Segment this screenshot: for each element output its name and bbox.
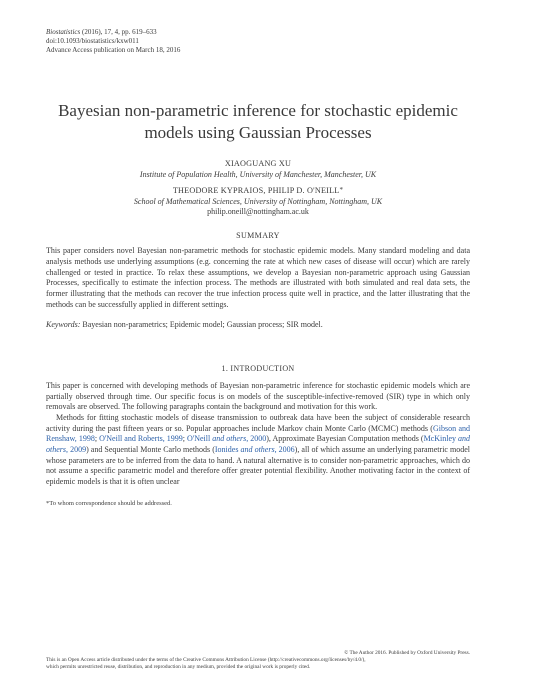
doi-line: doi:10.1093/biostatistics/kxw011	[46, 37, 470, 46]
section-1-body: This paper is concerned with developing …	[46, 381, 470, 487]
ref-link-3[interactable]: O'Neill and others, 2000	[187, 434, 266, 443]
author-aff-2: School of Mathematical Sciences, Univers…	[46, 197, 470, 206]
author-block-1: XIAOGUANG XU Institute of Population Hea…	[46, 159, 470, 179]
section-heading-1: 1. INTRODUCTION	[46, 364, 470, 373]
author-block-2: THEODORE KYPRAIOS, PHILIP D. O'NEILL* Sc…	[46, 186, 470, 216]
copyright-block: © The Author 2016. Published by Oxford U…	[46, 650, 470, 671]
keywords-label: Keywords:	[46, 320, 80, 329]
download-side-text: Downloaded from https://academic.oup.com…	[524, 0, 530, 22]
para-1: This paper is concerned with developing …	[46, 381, 470, 413]
advance-line: Advance Access publication on March 18, …	[46, 46, 470, 55]
author-name-1: XIAOGUANG XU	[46, 159, 470, 168]
author-aff-1: Institute of Population Health, Universi…	[46, 170, 470, 179]
corr-footnote: *To whom correspondence should be addres…	[46, 500, 470, 507]
summary-body: This paper considers novel Bayesian non-…	[46, 246, 470, 310]
para-2: Methods for fitting stochastic models of…	[46, 413, 470, 487]
corr-star-icon: *	[339, 186, 343, 194]
summary-heading: SUMMARY	[46, 231, 470, 240]
paper-title: Bayesian non-parametric inference for st…	[46, 100, 470, 144]
author-email: philip.oneill@nottingham.ac.uk	[46, 207, 470, 216]
keywords-vals: Bayesian non-parametrics; Epidemic model…	[82, 320, 322, 329]
copyright-l2: This is an Open Access article distribut…	[46, 657, 470, 664]
keywords-line: Keywords: Bayesian non-parametrics; Epid…	[46, 320, 470, 329]
ref-link-5[interactable]: Ionides and others, 2006	[215, 445, 295, 454]
copyright-l3: which permits unrestricted reuse, distri…	[46, 664, 470, 671]
journal-name: Biostatistics	[46, 28, 80, 36]
author-name-2-text: THEODORE KYPRAIOS, PHILIP D. O'NEILL	[173, 186, 340, 195]
ref-link-2[interactable]: O'Neill and Roberts, 1999	[99, 434, 183, 443]
header-meta: Biostatistics (2016), 17, 4, pp. 619–633…	[46, 28, 470, 55]
author-name-2: THEODORE KYPRAIOS, PHILIP D. O'NEILL*	[46, 186, 470, 195]
journal-line-rest: (2016), 17, 4, pp. 619–633	[80, 28, 156, 36]
